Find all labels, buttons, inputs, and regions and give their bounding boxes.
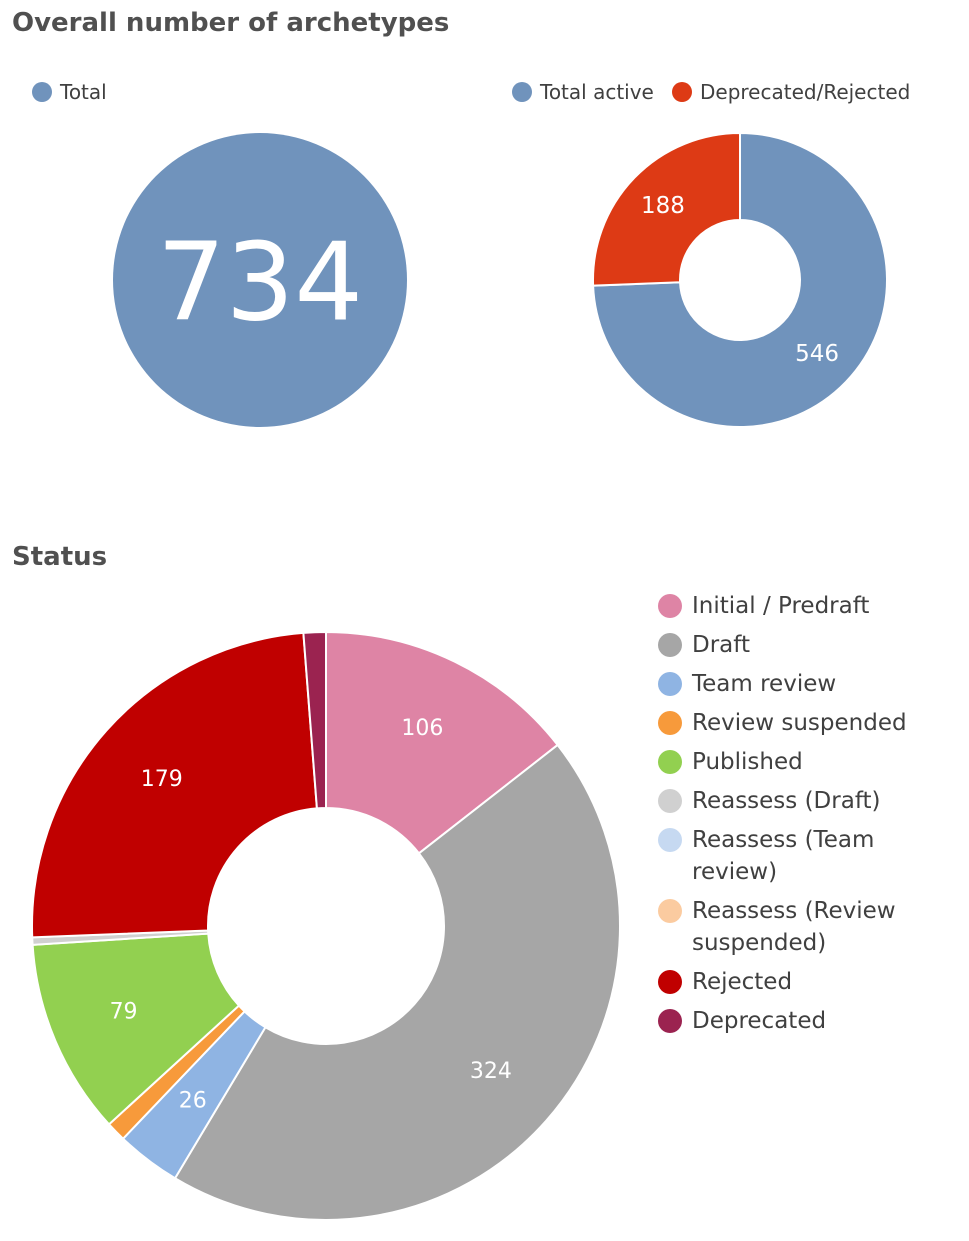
legend-swatch-review-suspended [658, 711, 682, 735]
slice-published[interactable] [31, 932, 241, 1126]
status-legend: Initial / Predraft Draft Team review Review… [658, 590, 963, 1044]
legend-swatch-deprecated [658, 1009, 682, 1033]
slice-deprecated-rejected[interactable] [592, 131, 741, 287]
legend-item-deprecated[interactable]: Deprecated [658, 1005, 963, 1037]
overall-section-title: Overall number of archetypes [12, 8, 450, 38]
data-label-rejected: 179 [141, 767, 183, 792]
legend-label-reassess-draft: Reassess (Draft) [692, 788, 881, 814]
legend-item-total-active[interactable]: Total active [512, 80, 654, 104]
legend-item-reassess-review-suspended[interactable]: Reassess (Review suspended) [658, 895, 963, 959]
legend-label-deprecated-rejected: Deprecated/Rejected [700, 80, 911, 104]
data-label-deprecated-rejected: 188 [641, 193, 685, 219]
slice-total-active[interactable] [592, 131, 888, 428]
legend-item-rejected[interactable]: Rejected [658, 966, 963, 998]
total-pie-chart: 734 [113, 133, 407, 427]
legend-label-reassess-team-review: Reassess (Team review) [692, 827, 875, 885]
data-label-total-active: 546 [795, 341, 839, 367]
legend-item-published[interactable]: Published [658, 746, 963, 778]
legend-item-reassess-team-review[interactable]: Reassess (Team review) [658, 824, 963, 888]
status-donut-chart: 106 324 26 79 179 [31, 630, 621, 1221]
legend-label-team-review: Team review [692, 671, 837, 697]
legend-swatch-rejected [658, 970, 682, 994]
legend-item-initial-predraft[interactable]: Initial / Predraft [658, 590, 963, 622]
legend-swatch-team-review [658, 672, 682, 696]
active-donut-chart: 546 188 [592, 131, 888, 428]
legend-item-review-suspended[interactable]: Review suspended [658, 707, 963, 739]
legend-swatch-published [658, 750, 682, 774]
legend-item-reassess-draft[interactable]: Reassess (Draft) [658, 785, 963, 817]
legend-item-total[interactable]: Total [32, 80, 107, 104]
legend-swatch-reassess-review-suspended [658, 899, 682, 923]
legend-label-review-suspended: Review suspended [692, 710, 907, 736]
legend-label-total-active: Total active [540, 80, 654, 104]
legend-swatch-deprecated-rejected [672, 82, 692, 102]
data-label-published: 79 [110, 1000, 138, 1025]
legend-swatch-initial-predraft [658, 594, 682, 618]
legend-label-rejected: Rejected [692, 969, 793, 995]
legend-swatch-total-active [512, 82, 532, 102]
data-label-draft: 324 [470, 1059, 512, 1084]
slice-rejected[interactable] [31, 631, 318, 939]
legend-label-reassess-review-suspended: Reassess (Review suspended) [692, 898, 896, 956]
slice-initial-predraft[interactable] [325, 630, 560, 855]
legend-label-published: Published [692, 749, 803, 775]
slice-deprecated[interactable] [302, 630, 327, 810]
legend-item-deprecated-rejected[interactable]: Deprecated/Rejected [672, 80, 910, 104]
legend-label-initial-predraft: Initial / Predraft [692, 593, 870, 619]
data-label-team-review: 26 [179, 1089, 207, 1114]
slice-draft[interactable] [173, 743, 621, 1221]
slice-total[interactable] [113, 133, 407, 427]
total-value-label: 734 [157, 221, 363, 346]
data-label-initial-predraft: 106 [401, 716, 443, 741]
legend-swatch-reassess-team-review [658, 828, 682, 852]
status-section-title: Status [12, 542, 108, 572]
legend-item-draft[interactable]: Draft [658, 629, 963, 661]
legend-swatch-reassess-draft [658, 789, 682, 813]
legend-swatch-draft [658, 633, 682, 657]
legend-swatch-total [32, 82, 52, 102]
legend-item-team-review[interactable]: Team review [658, 668, 963, 700]
legend-label-total: Total [60, 80, 107, 104]
legend-label-deprecated: Deprecated [692, 1008, 827, 1034]
legend-label-draft: Draft [692, 632, 750, 658]
